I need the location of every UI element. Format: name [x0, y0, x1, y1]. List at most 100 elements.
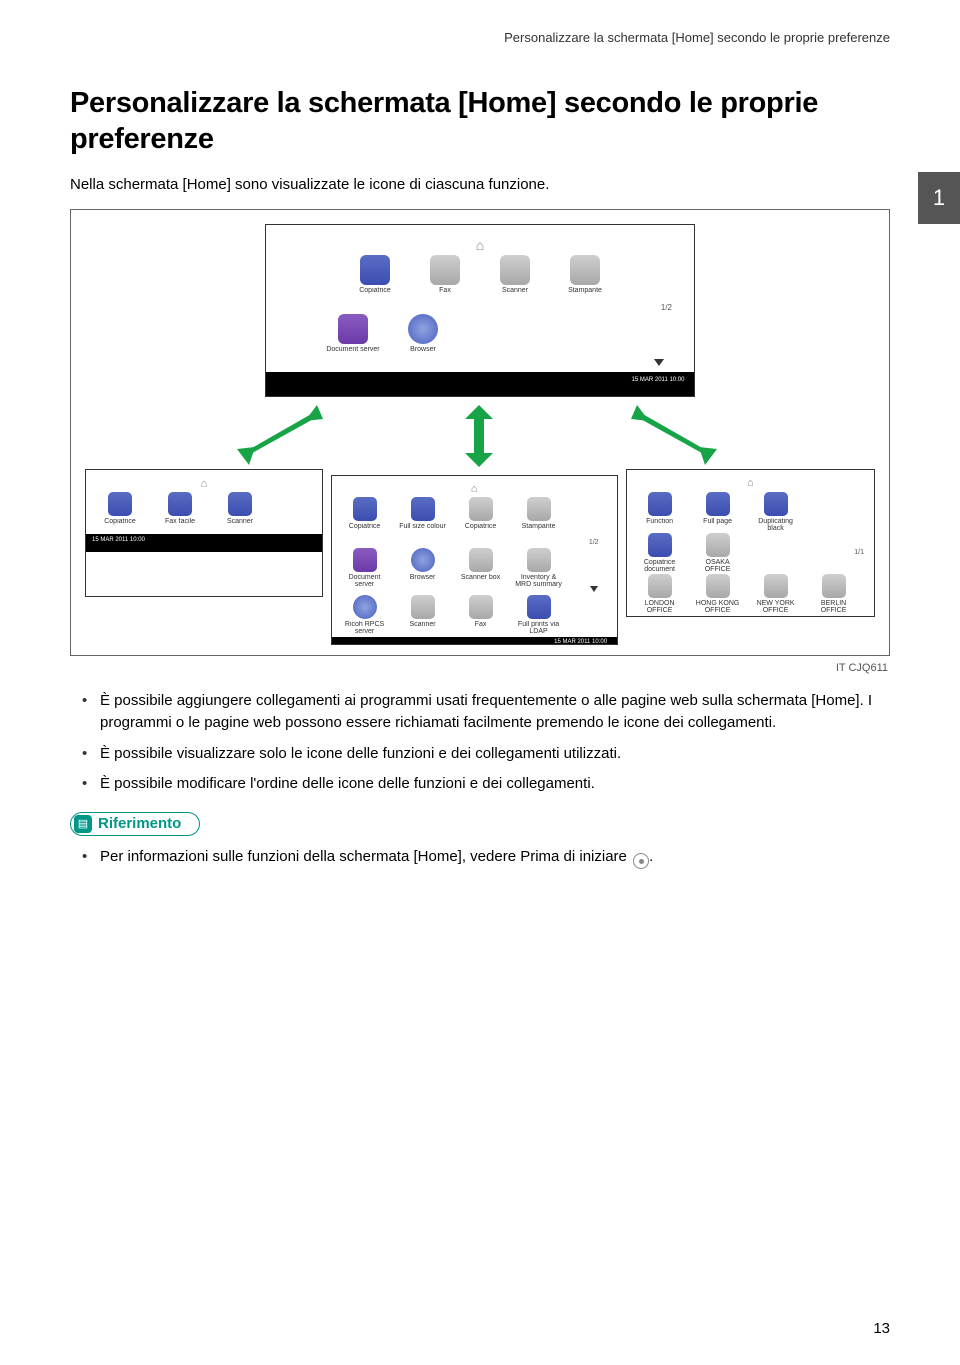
- screen-bottom-mid: ⌂ CopiatriceFull size colourCopiatriceSt…: [331, 475, 618, 645]
- timestamp: 15 MAR 2011 10:00: [92, 537, 152, 543]
- app-item[interactable]: Copiatrice: [340, 497, 390, 537]
- running-header: Personalizzare la schermata [Home] secon…: [70, 30, 890, 45]
- bullet-list: È possibile aggiungere collegamenti ai p…: [70, 690, 890, 796]
- app-label: NEW YORK OFFICE: [751, 600, 801, 614]
- app-label: OSAKA OFFICE: [693, 559, 743, 573]
- app-icon: [411, 548, 435, 572]
- app-icon: [527, 595, 551, 619]
- app-label: Scanner: [410, 621, 436, 635]
- nav-down-icon: [589, 586, 609, 593]
- app-icon: [411, 595, 435, 619]
- app-label: Fax: [439, 287, 451, 301]
- app-icon: [353, 595, 377, 619]
- app-label: BERLIN OFFICE: [809, 600, 859, 614]
- app-item[interactable]: Copiatrice: [94, 492, 146, 532]
- home-icon: ⌂: [635, 475, 866, 491]
- app-label: Full page: [703, 518, 732, 532]
- app-item[interactable]: Scanner: [484, 255, 546, 301]
- app-item[interactable]: Scanner: [398, 595, 448, 635]
- app-label: Scanner: [502, 287, 528, 301]
- app-icon: [570, 255, 600, 285]
- reference-badge: ▤ Riferimento: [70, 812, 200, 836]
- app-item[interactable]: Document server: [322, 314, 384, 360]
- app-icon: [469, 595, 493, 619]
- app-item[interactable]: Document server: [340, 548, 390, 588]
- page-indicator: 1/1: [854, 549, 866, 556]
- app-item[interactable]: Full prints via LDAP: [514, 595, 564, 635]
- app-item[interactable]: OSAKA OFFICE: [693, 533, 743, 573]
- app-item[interactable]: Scanner box: [456, 548, 506, 588]
- chapter-tab: 1: [918, 172, 960, 224]
- reference-label: Riferimento: [98, 815, 181, 832]
- page-title: Personalizzare la schermata [Home] secon…: [70, 85, 890, 158]
- app-label: Full prints via LDAP: [514, 621, 564, 635]
- app-label: Function: [646, 518, 673, 532]
- app-label: Scanner: [227, 518, 253, 532]
- cd-icon: [633, 853, 649, 869]
- app-item[interactable]: Fax: [414, 255, 476, 301]
- app-label: Inventory & MRD summary: [514, 574, 564, 588]
- app-icon: [706, 533, 730, 557]
- app-item[interactable]: Full size colour: [398, 497, 448, 537]
- app-item[interactable]: NEW YORK OFFICE: [751, 574, 801, 614]
- bullet-item: È possibile visualizzare solo le icone d…: [100, 743, 890, 766]
- app-icon: [764, 574, 788, 598]
- app-icon: [706, 574, 730, 598]
- app-icon: [408, 314, 438, 344]
- app-icon: [648, 574, 672, 598]
- nav-down-icon: [652, 358, 682, 368]
- app-item[interactable]: LONDON OFFICE: [635, 574, 685, 614]
- app-label: Scanner box: [461, 574, 500, 588]
- app-item[interactable]: Copiatrice document: [635, 533, 685, 573]
- reference-list: Per informazioni sulle funzioni della sc…: [70, 846, 890, 870]
- app-icon: [353, 548, 377, 572]
- app-item[interactable]: Inventory & MRD summary: [514, 548, 564, 588]
- app-label: LONDON OFFICE: [635, 600, 685, 614]
- app-icon: [648, 492, 672, 516]
- timestamp: 15 MAR 2011 10:00: [628, 377, 688, 383]
- app-item[interactable]: Browser: [398, 548, 448, 588]
- app-icon: [469, 548, 493, 572]
- reference-item: Per informazioni sulle funzioni della sc…: [100, 846, 890, 870]
- app-label: Document server: [340, 574, 390, 588]
- app-icon: [764, 492, 788, 516]
- page-indicator: 1/2: [589, 539, 609, 546]
- app-item[interactable]: Ricoh RPCS server: [340, 595, 390, 635]
- app-item[interactable]: [751, 533, 801, 573]
- app-label: Browser: [410, 346, 436, 360]
- app-label: Duplicating black: [751, 518, 801, 532]
- app-item[interactable]: Function: [635, 492, 685, 532]
- page-indicator: 1/2: [661, 303, 682, 312]
- app-item[interactable]: Fax facile: [154, 492, 206, 532]
- app-label: Copiatrice: [359, 287, 391, 301]
- app-item[interactable]: Browser: [392, 314, 454, 360]
- app-label: Document server: [326, 346, 379, 360]
- reference-icon: ▤: [74, 815, 92, 833]
- screen-top: ⌂ Copiatrice Fax Scanner Stampante 1/2 Docu…: [265, 224, 695, 397]
- app-label: Copiatrice document: [635, 559, 685, 573]
- app-label: HONG KONG OFFICE: [693, 600, 743, 614]
- app-item[interactable]: Scanner: [214, 492, 266, 532]
- app-item[interactable]: Copiatrice: [344, 255, 406, 301]
- app-label: Copiatrice: [465, 523, 497, 537]
- app-icon: [108, 492, 132, 516]
- app-icon: [168, 492, 192, 516]
- app-icon: [706, 492, 730, 516]
- app-item[interactable]: Stampante: [554, 255, 616, 301]
- app-label: Fax: [475, 621, 487, 635]
- app-item[interactable]: Copiatrice: [456, 497, 506, 537]
- app-item[interactable]: BERLIN OFFICE: [809, 574, 859, 614]
- app-item[interactable]: HONG KONG OFFICE: [693, 574, 743, 614]
- app-item[interactable]: Fax: [456, 595, 506, 635]
- figure: ⌂ Copiatrice Fax Scanner Stampante 1/2 Docu…: [70, 209, 890, 656]
- app-item[interactable]: Full page: [693, 492, 743, 532]
- app-icon: [430, 255, 460, 285]
- home-icon: ⌂: [278, 235, 682, 255]
- app-item[interactable]: Stampante: [514, 497, 564, 537]
- app-item[interactable]: Duplicating black: [751, 492, 801, 532]
- app-icon: [353, 497, 377, 521]
- home-icon: ⌂: [94, 476, 314, 492]
- app-icon: [338, 314, 368, 344]
- app-icon: [360, 255, 390, 285]
- figure-code: IT CJQ611: [70, 662, 888, 674]
